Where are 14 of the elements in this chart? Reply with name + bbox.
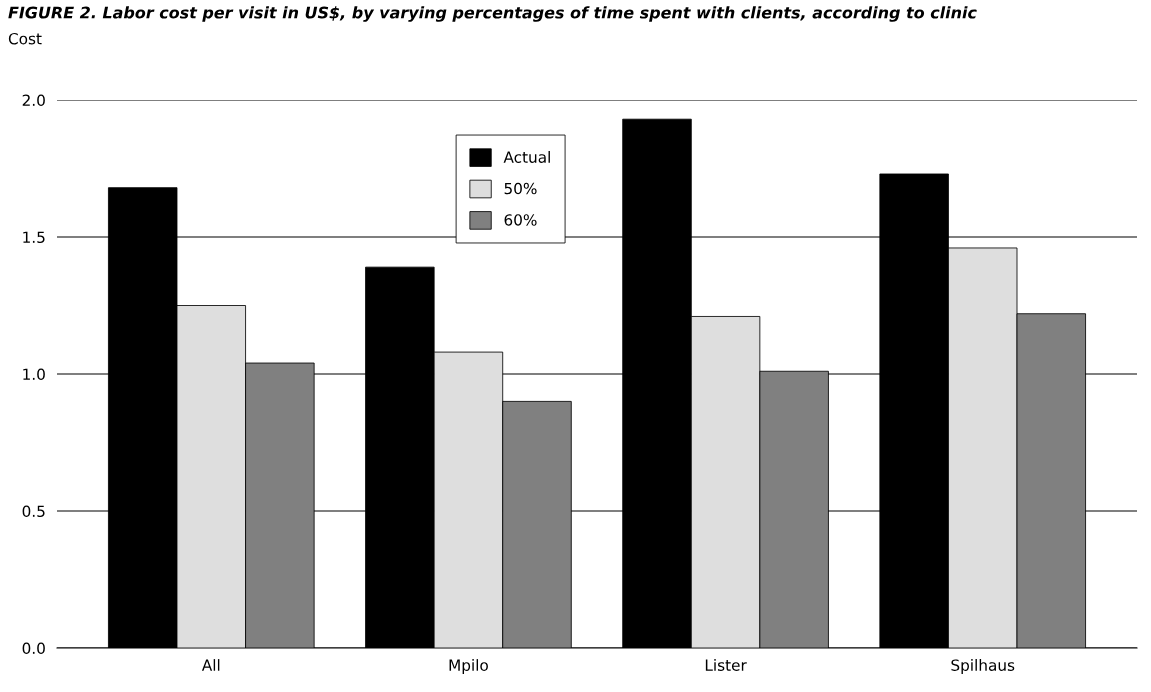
y-tick-label: 1.0 bbox=[23, 368, 45, 381]
y-axis-title: Cost bbox=[8, 32, 42, 45]
legend-label: Actual bbox=[503, 151, 550, 163]
y-tick-label: 0.5 bbox=[22, 505, 45, 518]
legend-label: 50% bbox=[504, 182, 537, 195]
legend-label: 60% bbox=[504, 214, 537, 226]
y-tick-label: 2.0 bbox=[22, 94, 45, 107]
y-tick-label: 0.0 bbox=[22, 642, 45, 655]
x-tick-label: Spilhaus bbox=[951, 659, 1015, 674]
x-tick-label: Lister bbox=[705, 659, 747, 671]
x-tick-label: Mpilo bbox=[449, 659, 488, 674]
chart-title: FIGURE 2. Labor cost per visit in US$, by varying percentages of time spent with clients, according to clinic bbox=[8, 6, 977, 22]
x-tick-label: All bbox=[201, 659, 220, 671]
y-tick-label: 1.5 bbox=[23, 231, 45, 244]
